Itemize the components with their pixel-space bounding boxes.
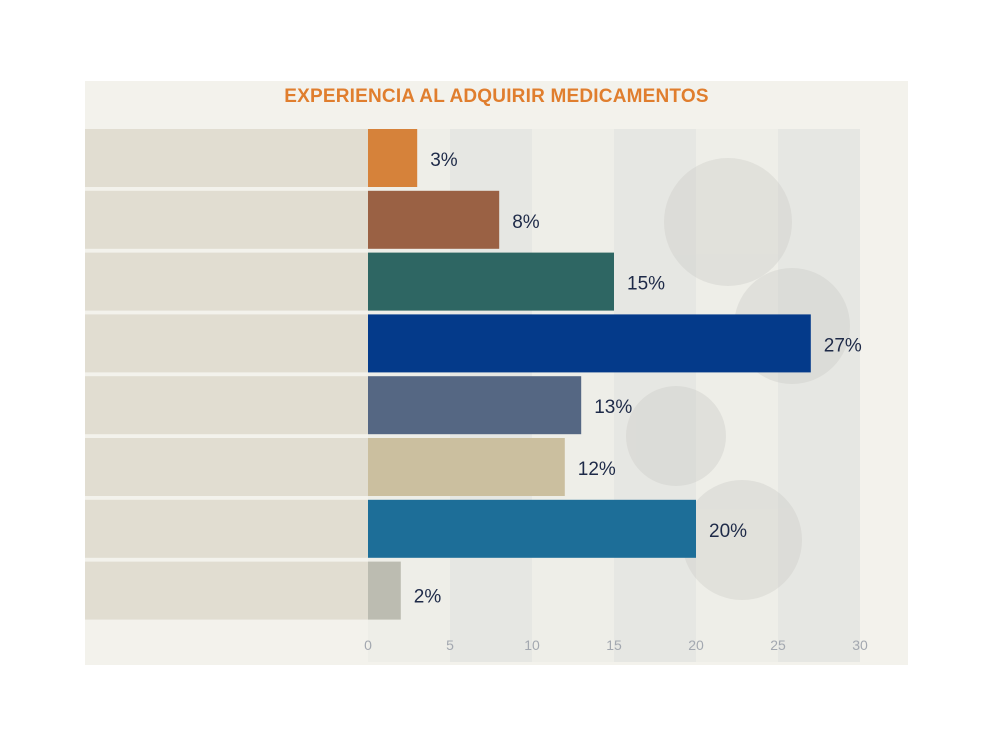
- x-tick-label: 25: [770, 637, 786, 653]
- data-label: 20%: [709, 521, 747, 542]
- bar: [368, 499, 696, 558]
- bar: [368, 129, 418, 187]
- x-tick-label: 5: [446, 637, 454, 653]
- category-row-bg: [85, 252, 368, 311]
- category-row-bg: [85, 129, 368, 187]
- x-tick-label: 20: [688, 637, 704, 653]
- category-row-bg: [85, 438, 368, 496]
- category-row-bg: [85, 190, 368, 249]
- bar: [368, 438, 565, 496]
- category-row-bg: [85, 314, 368, 373]
- data-label: 13%: [594, 397, 632, 418]
- bar: [368, 252, 614, 311]
- x-tick-label: 30: [852, 637, 868, 653]
- data-label: 12%: [578, 459, 616, 480]
- pill-shape: [664, 158, 792, 286]
- data-label: 27%: [824, 335, 862, 356]
- category-row-bg: [85, 561, 368, 620]
- bar: [368, 561, 401, 620]
- pill-shape: [682, 480, 802, 600]
- bar: [368, 190, 500, 249]
- chart-title: EXPERIENCIA AL ADQUIRIR MEDICAMENTOS: [284, 86, 709, 107]
- bar: [368, 314, 811, 373]
- x-tick-label: 15: [606, 637, 622, 653]
- pill-shape: [626, 386, 726, 486]
- data-label: 3%: [430, 150, 458, 171]
- category-row-bg: [85, 376, 368, 435]
- data-label: 15%: [627, 274, 665, 295]
- x-tick-label: 0: [364, 637, 372, 653]
- data-label: 8%: [512, 212, 540, 233]
- x-tick-label: 10: [524, 637, 540, 653]
- grid-band: [614, 129, 696, 662]
- grid-band: [696, 129, 778, 662]
- category-row-bg: [85, 499, 368, 558]
- bar: [368, 376, 582, 435]
- grid-band: [778, 129, 860, 662]
- data-label: 2%: [414, 587, 442, 608]
